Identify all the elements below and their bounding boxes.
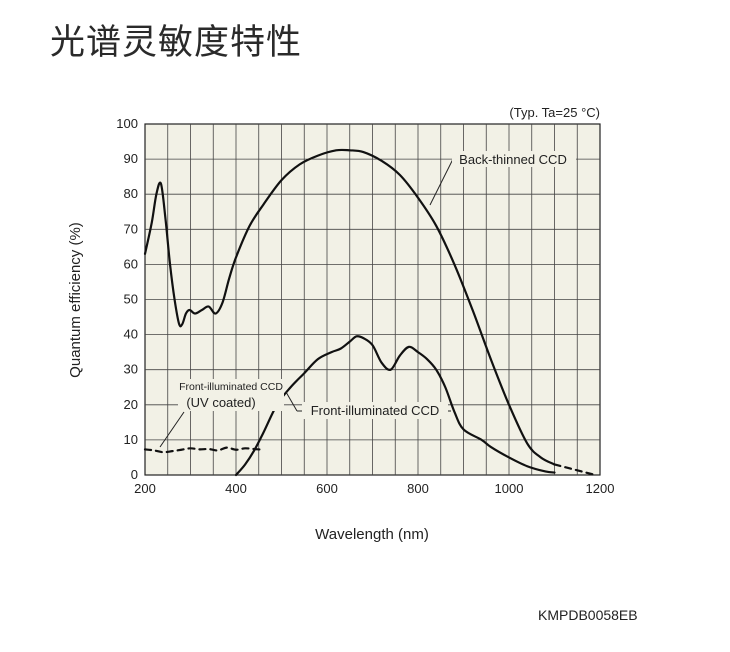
- y-tick-label: 40: [124, 327, 138, 342]
- tick-labels: 200 400 600 800 1000 1200 0 10 20 30 40 50 60 70 80 90 1…: [116, 116, 614, 496]
- series-line-2: [143, 446, 265, 454]
- x-tick-label: 200: [134, 481, 156, 496]
- y-tick-label: 20: [124, 397, 138, 412]
- uv-coated-label-line2: (UV coated): [186, 395, 255, 410]
- x-tick-label: 400: [225, 481, 247, 496]
- curves: [143, 148, 597, 477]
- x-tick-label: 1000: [495, 481, 524, 496]
- condition-note: (Typ. Ta=25 °C): [509, 105, 600, 120]
- y-tick-label: 60: [124, 256, 138, 271]
- y-axis-label: Quantum efficiency (%): [67, 222, 84, 378]
- page-title: 光谱灵敏度特性: [50, 23, 303, 63]
- y-tick-label: 50: [124, 292, 138, 307]
- y-tick-label: 80: [124, 186, 138, 201]
- series-line-3: [553, 463, 597, 477]
- uv-coated-callout: Front-illuminated CCD (UV coated): [159, 379, 284, 448]
- y-tick-label: 100: [116, 116, 138, 131]
- x-tick-label: 800: [407, 481, 429, 496]
- y-tick-label: 90: [124, 151, 138, 166]
- series-line-0: [143, 148, 556, 466]
- y-tick-label: 70: [124, 221, 138, 236]
- x-axis-label: Wavelength (nm): [315, 526, 429, 543]
- y-tick-label: 30: [124, 362, 138, 377]
- y-tick-label: 0: [131, 467, 138, 482]
- y-tick-label: 10: [124, 432, 138, 447]
- x-tick-label: 1200: [586, 481, 615, 496]
- x-tick-label: 600: [316, 481, 338, 496]
- back-thinned-label: Back-thinned CCD: [459, 152, 567, 167]
- back-thinned-callout: Back-thinned CCD: [429, 151, 576, 206]
- front-illuminated-callout: Front-illuminated CCD: [285, 391, 451, 419]
- front-illuminated-label: Front-illuminated CCD: [311, 403, 440, 418]
- grid-lines: [145, 124, 600, 475]
- uv-coated-label-line1: Front-illuminated CCD: [179, 381, 283, 393]
- document-code: KMPDB0058EB: [538, 607, 638, 623]
- series-line-1: [234, 335, 556, 477]
